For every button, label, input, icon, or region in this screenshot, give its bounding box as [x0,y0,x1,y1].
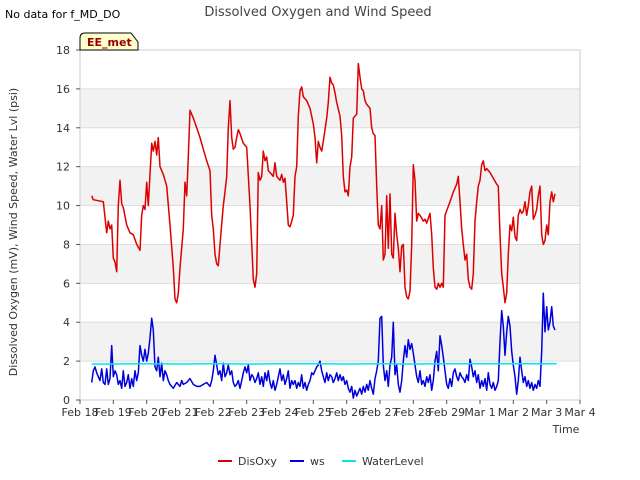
no-data-note: No data for f_MD_DO [5,8,121,21]
y-tick-label: 4 [63,316,70,329]
plot-background-bands [80,50,580,400]
x-tick-label: Feb 20 [128,406,165,419]
plot-band [80,88,580,128]
x-tick-label: Feb 22 [195,406,232,419]
plot-border [79,49,581,401]
x-tick-label: Mar 2 [498,406,529,419]
x-tick-label: Feb 27 [362,406,399,419]
x-tick-label: Feb 28 [395,406,432,419]
site-badge: EE_met [79,32,139,51]
x-tick-label: Feb 21 [162,406,199,419]
legend-label-waterlevel: WaterLevel [362,455,424,468]
x-tick-label: Feb 19 [95,406,132,419]
x-tick-label: Feb 26 [328,406,365,419]
y-axis-label: Dissolved Oxygen (mV), Wind Speed, Water… [7,88,20,376]
series-line-disoxy [91,62,556,304]
plot-band [80,283,580,323]
plot-band [80,322,580,362]
legend-label-ws: ws [310,455,325,468]
x-tick-label: Feb 25 [295,406,332,419]
y-axis-ticks: 0 2 4 6 8 10 12 14 16 18 [56,44,80,407]
y-tick-label: 16 [56,83,70,96]
site-badge-label: EE_met [87,36,132,49]
x-tick-label: Feb 29 [428,406,465,419]
y-tick-label: 8 [63,238,70,251]
series-line-ws [90,292,556,399]
legend-label-disoxy: DisOxy [238,455,277,468]
plot-band [80,244,580,284]
plot-band [80,127,580,167]
y-tick-label: 2 [63,355,70,368]
y-tick-label: 18 [56,44,70,57]
x-tick-label: Feb 18 [62,406,99,419]
plot-band [80,205,580,245]
series-lines [90,62,557,399]
x-tick-label: Feb 23 [228,406,265,419]
y-tick-label: 0 [63,394,70,407]
y-tick-label: 12 [56,161,70,174]
x-tick-label: Mar 4 [564,406,595,419]
x-tick-label: Mar 1 [464,406,495,419]
plot-band [80,166,580,206]
y-tick-label: 10 [56,200,70,213]
chart-title: Dissolved Oxygen and Wind Speed [204,5,431,20]
x-tick-label: Feb 24 [262,406,299,419]
y-tick-label: 14 [56,122,70,135]
x-axis-label: Time [552,423,580,436]
y-tick-label: 6 [63,277,70,290]
x-tick-label: Mar 3 [531,406,562,419]
legend: DisOxy ws WaterLevel [218,455,424,468]
site-badge-box [79,32,139,51]
